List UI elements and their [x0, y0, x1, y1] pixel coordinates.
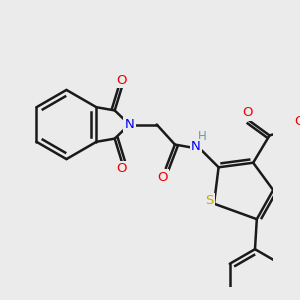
Text: O: O: [294, 115, 300, 128]
Text: N: N: [191, 140, 201, 153]
Text: O: O: [242, 106, 253, 119]
Text: O: O: [117, 74, 127, 87]
Text: O: O: [117, 162, 127, 175]
Text: S: S: [205, 194, 214, 208]
Text: O: O: [157, 171, 167, 184]
Text: H: H: [198, 130, 207, 143]
Text: N: N: [124, 118, 134, 131]
